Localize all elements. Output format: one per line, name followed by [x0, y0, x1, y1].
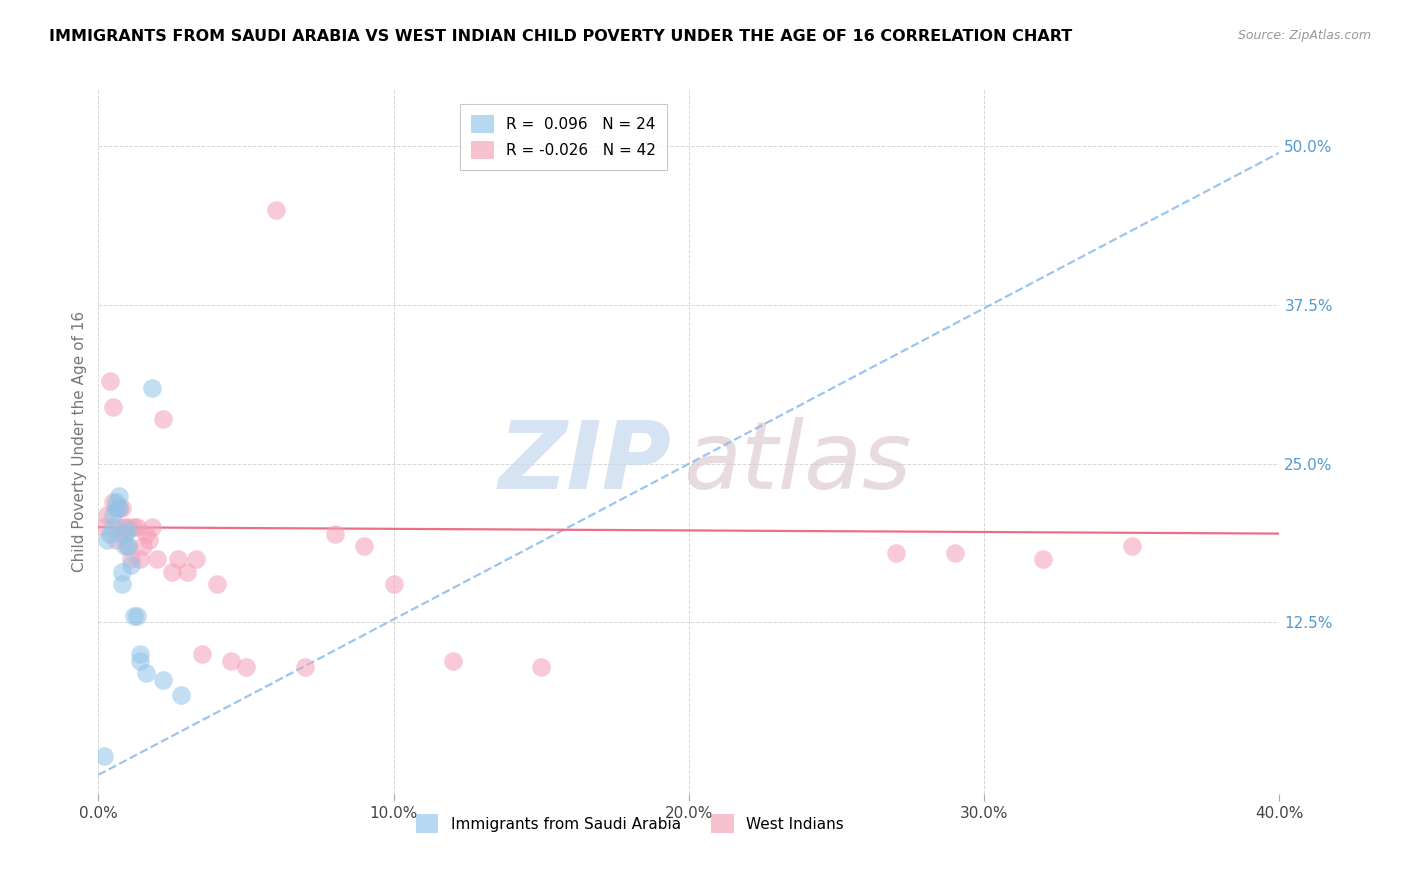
- Point: [105, 501, 128, 516]
- Point: [176, 565, 198, 579]
- Point: [120, 552, 142, 566]
- Point: [162, 565, 183, 579]
- Point: [103, 508, 125, 522]
- Y-axis label: Child Poverty Under the Age of 16: Child Poverty Under the Age of 16: [72, 311, 87, 572]
- Point: [125, 520, 148, 534]
- Point: [108, 488, 131, 502]
- Point: [111, 501, 134, 516]
- Point: [135, 666, 157, 681]
- Point: [323, 526, 346, 541]
- Point: [103, 520, 125, 534]
- Point: [108, 501, 131, 516]
- Point: [128, 552, 150, 566]
- Point: [117, 520, 139, 534]
- Point: [221, 654, 243, 668]
- Point: [103, 495, 125, 509]
- Point: [191, 647, 214, 661]
- Point: [105, 533, 128, 547]
- Point: [138, 533, 160, 547]
- Point: [353, 539, 375, 553]
- Point: [120, 558, 142, 573]
- Point: [146, 552, 169, 566]
- Point: [117, 539, 139, 553]
- Text: ZIP: ZIP: [498, 417, 671, 508]
- Point: [170, 688, 193, 702]
- Point: [125, 609, 148, 624]
- Point: [141, 520, 163, 534]
- Point: [111, 565, 134, 579]
- Point: [122, 609, 145, 624]
- Point: [1121, 539, 1143, 553]
- Point: [184, 552, 207, 566]
- Point: [235, 660, 257, 674]
- Point: [128, 647, 150, 661]
- Point: [122, 520, 145, 534]
- Point: [141, 381, 163, 395]
- Point: [96, 508, 118, 522]
- Point: [264, 202, 287, 217]
- Point: [530, 660, 553, 674]
- Point: [114, 526, 136, 541]
- Point: [114, 520, 136, 534]
- Point: [167, 552, 190, 566]
- Point: [98, 526, 121, 541]
- Text: atlas: atlas: [683, 417, 911, 508]
- Point: [294, 660, 316, 674]
- Point: [152, 412, 174, 426]
- Point: [1032, 552, 1054, 566]
- Point: [132, 539, 155, 553]
- Point: [93, 520, 115, 534]
- Legend: Immigrants from Saudi Arabia, West Indians: Immigrants from Saudi Arabia, West India…: [409, 808, 851, 839]
- Point: [943, 546, 966, 560]
- Point: [108, 520, 131, 534]
- Point: [117, 523, 139, 537]
- Point: [111, 577, 134, 591]
- Point: [98, 374, 121, 388]
- Point: [105, 495, 128, 509]
- Point: [103, 400, 125, 414]
- Point: [96, 533, 118, 547]
- Point: [205, 577, 228, 591]
- Point: [441, 654, 464, 668]
- Point: [884, 546, 907, 560]
- Point: [93, 748, 115, 763]
- Point: [128, 654, 150, 668]
- Point: [111, 526, 134, 541]
- Point: [117, 539, 139, 553]
- Point: [382, 577, 405, 591]
- Text: Source: ZipAtlas.com: Source: ZipAtlas.com: [1237, 29, 1371, 42]
- Point: [108, 501, 131, 516]
- Point: [114, 539, 136, 553]
- Text: IMMIGRANTS FROM SAUDI ARABIA VS WEST INDIAN CHILD POVERTY UNDER THE AGE OF 16 CO: IMMIGRANTS FROM SAUDI ARABIA VS WEST IND…: [49, 29, 1073, 44]
- Point: [152, 673, 174, 687]
- Point: [135, 526, 157, 541]
